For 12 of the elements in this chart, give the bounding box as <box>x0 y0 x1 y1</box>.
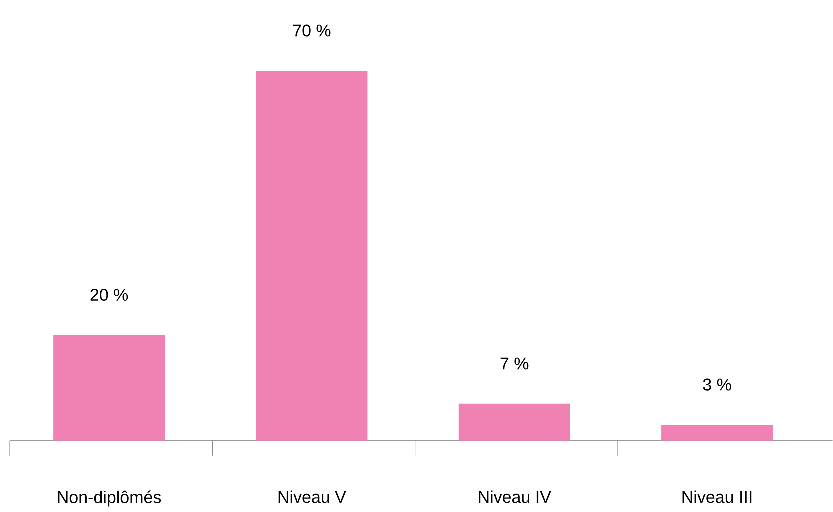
x-tick-label: Niveau IV <box>479 490 552 504</box>
data-label: 3 % <box>703 378 732 391</box>
bar <box>458 404 570 441</box>
bar <box>256 70 368 441</box>
x-tick-label: Non-diplômés <box>58 490 162 507</box>
data-label: 7 % <box>500 358 529 370</box>
x-tick-label: Niveau III <box>682 490 752 504</box>
bar <box>662 424 774 441</box>
x-tick-label: Niveau V <box>278 490 346 504</box>
data-label: 20 % <box>90 288 128 301</box>
bar <box>54 334 166 441</box>
data-label: 70 % <box>293 24 331 37</box>
